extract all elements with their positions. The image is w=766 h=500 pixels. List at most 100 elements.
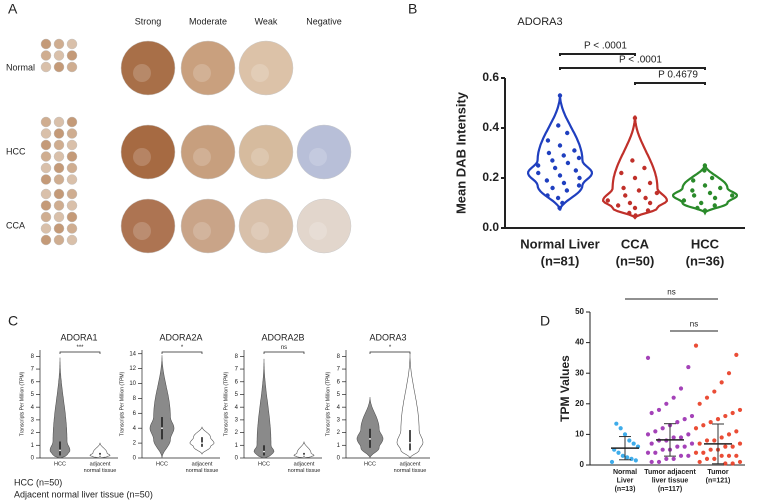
data-point: [707, 190, 713, 196]
tma-spot: [40, 223, 52, 234]
data-point: [649, 459, 654, 465]
data-point: [630, 158, 635, 163]
significance-bracket: [559, 53, 636, 56]
column-header: Negative: [306, 16, 342, 26]
tissue-core: [120, 198, 176, 254]
data-point: [718, 185, 723, 191]
data-point: [678, 386, 684, 391]
data-point: [737, 407, 743, 413]
data-point: [545, 138, 551, 143]
tissue-texture: [133, 222, 151, 240]
data-point: [671, 435, 676, 440]
data-point: [632, 205, 638, 211]
data-point: [615, 203, 621, 208]
data-point: [715, 417, 721, 422]
data-point: [642, 165, 647, 171]
data-point: [605, 198, 610, 203]
legend-text: Adjacent normal liver tissue (n=50): [14, 489, 153, 499]
violin: [396, 353, 424, 459]
y-tick-label: 6: [31, 379, 35, 385]
data-point: [709, 175, 715, 181]
x-tick-label: Normal Liver: [520, 236, 599, 251]
data-point: [656, 407, 662, 413]
tma-spot: [40, 174, 52, 185]
data-point: [686, 432, 691, 437]
tma-spot: [66, 234, 78, 246]
tma-spot: [53, 61, 65, 73]
data-point: [647, 180, 653, 186]
data-point: [620, 453, 625, 458]
data-point: [654, 190, 660, 196]
significance-bracket: [263, 351, 305, 354]
data-point: [627, 210, 632, 216]
data-point: [625, 455, 630, 460]
significance-label: ns: [667, 288, 675, 297]
tma-spot: [53, 223, 65, 234]
data-point: [675, 420, 680, 425]
y-axis-label: Transcripts Per Million (TPM): [119, 371, 125, 436]
tma-spot: [66, 50, 78, 61]
column-header: Weak: [255, 16, 278, 26]
data-point: [546, 150, 552, 156]
data-point: [712, 438, 717, 443]
panel-label: D: [540, 313, 550, 329]
data-point: [560, 200, 565, 206]
median: [409, 441, 411, 444]
data-point: [660, 447, 665, 452]
significance-label: *: [389, 345, 392, 351]
row-label: HCC: [6, 146, 26, 156]
tma-spot: [66, 116, 78, 128]
x-tick-label: Tumor: [707, 469, 729, 476]
data-point: [698, 200, 704, 206]
x-tick-label: Tumor adjacent: [644, 469, 696, 476]
data-point: [726, 453, 732, 458]
chart-title: ADORA2B: [261, 332, 304, 342]
tma-spot: [66, 128, 78, 139]
tissue-core: [120, 40, 176, 96]
data-point: [623, 193, 628, 198]
data-point: [704, 456, 710, 461]
tma-spot: [66, 200, 78, 211]
tissue-texture: [309, 222, 327, 240]
data-point: [556, 123, 561, 128]
tissue-texture: [251, 148, 269, 166]
data-point: [645, 432, 651, 437]
data-point: [557, 143, 563, 148]
y-tick-label: 2: [235, 430, 239, 436]
data-point: [730, 193, 735, 198]
violin: [293, 441, 315, 459]
data-point: [712, 203, 717, 208]
data-point: [576, 155, 582, 161]
y-tick-label: 2: [337, 430, 341, 436]
tissue-core: [180, 124, 236, 180]
tma-spot: [66, 162, 78, 174]
tma-spot: [53, 174, 65, 185]
row-label: Normal: [6, 62, 35, 72]
data-point: [712, 456, 717, 461]
y-tick-label: 30: [575, 368, 584, 377]
data-point: [723, 444, 728, 449]
data-point: [627, 438, 632, 443]
tma-spot: [53, 188, 65, 200]
tma-spot: [53, 50, 65, 61]
data-point: [730, 444, 735, 449]
y-tick-label: 10: [129, 381, 136, 387]
panel-label: C: [8, 313, 18, 329]
data-point: [636, 188, 642, 193]
x-tick-label: HCC: [364, 461, 376, 467]
data-point: [653, 450, 658, 455]
data-point: [708, 447, 713, 452]
y-tick-label: 14: [129, 351, 136, 357]
significance-bracket: [559, 67, 706, 70]
significance-label: ns: [281, 345, 287, 351]
data-point: [645, 450, 651, 455]
data-point: [627, 200, 633, 206]
data-point: [653, 429, 658, 434]
data-point: [622, 432, 628, 437]
data-point: [686, 453, 691, 458]
x-tick-label: normal tissue: [288, 468, 321, 474]
tma-spot: [53, 211, 65, 223]
data-point: [616, 450, 621, 455]
data-point: [690, 188, 695, 193]
x-tick-label: (n=117): [658, 486, 682, 493]
